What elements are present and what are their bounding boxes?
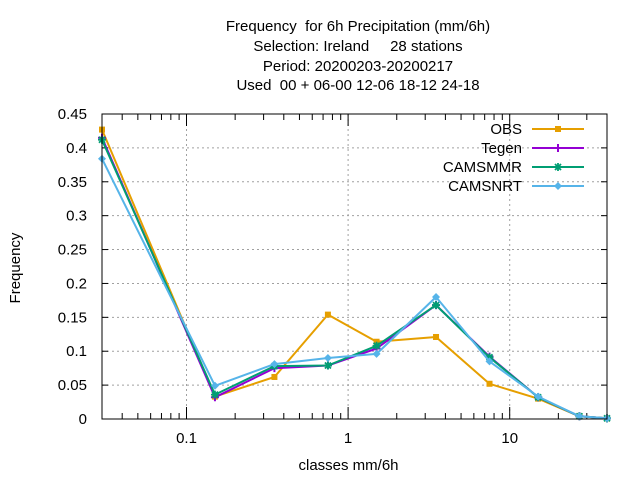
y-tick-label: 0: [79, 411, 87, 428]
x-tick-label: 10: [501, 430, 518, 447]
data-point: [534, 392, 543, 401]
x-tick-label: 0.1: [176, 430, 197, 447]
data-point: [486, 380, 493, 387]
title-line-3: Period: 20200203-20200217: [263, 58, 453, 75]
legend-label: CAMSNRT: [448, 178, 522, 195]
data-point: [433, 333, 440, 340]
legend-swatch-marker: [555, 126, 561, 132]
data-point: [432, 301, 441, 310]
series-line-obs: [101, 129, 608, 420]
legend-item-camsmmr: CAMSMMR: [443, 159, 584, 176]
y-tick-label: 0.1: [66, 343, 87, 360]
series-camsnrt: [98, 154, 611, 423]
y-tick-label: 0.3: [66, 208, 87, 225]
data-point: [270, 360, 279, 369]
title-line-1: Frequency for 6h Precipitation (mm/6h): [226, 18, 490, 35]
data-point: [372, 341, 381, 350]
axis-ticks: [102, 113, 607, 420]
legend-label: Tegen: [481, 140, 522, 157]
title-line-4: Used 00 + 06-00 12-06 18-12 24-18: [236, 77, 479, 94]
series-obs: [99, 126, 610, 422]
data-point: [210, 381, 219, 390]
tick-labels: 0 0.05 0.1 0.15 0.2 0.25 0.3 0.35 0.4 0.45 0.1 1 10: [58, 106, 518, 447]
data-point: [210, 390, 219, 399]
y-tick-label: 0.25: [58, 242, 87, 259]
series-line-camsnrt: [101, 158, 608, 420]
data-point: [323, 354, 332, 362]
y-tick-label: 0.15: [58, 309, 87, 326]
series-line-tegen: [101, 137, 608, 420]
series-camsmmr: [98, 135, 611, 423]
data-point: [323, 361, 332, 370]
legend: OBS Tegen CAMSMMR CAMSNRT: [443, 121, 584, 195]
plot-border: [101, 113, 608, 420]
data-point: [485, 353, 494, 362]
data-point: [485, 357, 494, 366]
data-point: [432, 293, 441, 301]
y-axis-label: Frequency: [7, 232, 24, 303]
legend-item-obs: OBS: [490, 121, 584, 138]
series-lines: [98, 126, 611, 423]
legend-label: CAMSMMR: [443, 159, 522, 176]
legend-swatch-marker: [554, 163, 562, 171]
legend-swatch-marker: [554, 182, 562, 190]
legend-label: OBS: [490, 121, 522, 138]
y-tick-label: 0.2: [66, 275, 87, 292]
y-tick-label: 0.45: [58, 106, 87, 123]
y-tick-label: 0.35: [58, 174, 87, 191]
data-point: [373, 338, 380, 345]
y-tick-label: 0.4: [66, 140, 87, 157]
grid-lines: [102, 114, 607, 419]
title-line-2: Selection: Ireland 28 stations: [253, 38, 462, 55]
y-tick-label: 0.05: [58, 377, 87, 394]
x-tick-label: 1: [344, 430, 352, 447]
data-point: [575, 412, 584, 421]
series-tegen: [98, 133, 611, 423]
legend-item-camsnrt: CAMSNRT: [448, 178, 584, 195]
data-point: [324, 311, 331, 318]
data-point: [271, 373, 278, 380]
legend-item-tegen: Tegen: [481, 140, 584, 157]
legend-swatch-marker: [554, 144, 562, 152]
chart-title: Frequency for 6h Precipitation (mm/6h) Se…: [226, 18, 490, 94]
data-point: [372, 349, 381, 358]
x-axis-label: classes mm/6h: [298, 457, 398, 474]
